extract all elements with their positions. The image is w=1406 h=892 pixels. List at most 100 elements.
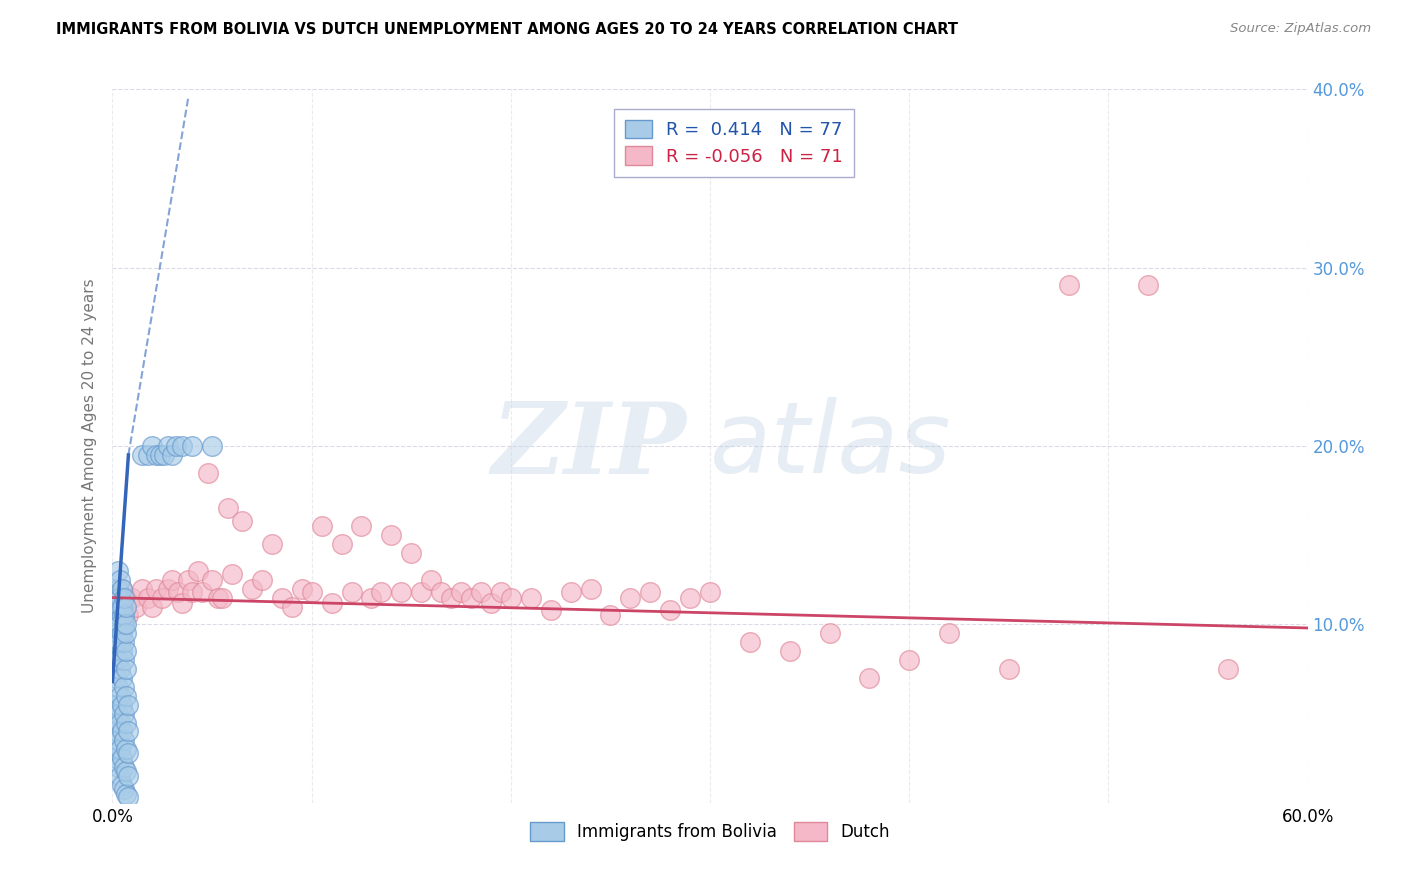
Point xyxy=(181,585,204,599)
Point xyxy=(115,742,138,756)
Point xyxy=(177,573,200,587)
Point xyxy=(115,662,138,676)
Point xyxy=(191,585,214,599)
Point xyxy=(114,608,135,623)
Point xyxy=(111,644,134,658)
Point xyxy=(380,528,402,542)
Point xyxy=(1137,278,1160,293)
Point xyxy=(149,448,172,462)
Point xyxy=(201,573,224,587)
Point xyxy=(115,787,138,801)
Point xyxy=(111,582,134,596)
Point xyxy=(679,591,702,605)
Point xyxy=(117,724,139,739)
Point xyxy=(350,519,373,533)
Point xyxy=(301,585,323,599)
Point xyxy=(110,715,132,730)
Point xyxy=(111,626,134,640)
Point xyxy=(330,537,353,551)
Point xyxy=(818,626,841,640)
Point xyxy=(105,724,128,739)
Point xyxy=(111,671,134,685)
Point xyxy=(311,519,333,533)
Point xyxy=(105,671,128,685)
Point xyxy=(150,591,173,605)
Text: IMMIGRANTS FROM BOLIVIA VS DUTCH UNEMPLOYMENT AMONG AGES 20 TO 24 YEARS CORRELAT: IMMIGRANTS FROM BOLIVIA VS DUTCH UNEMPLO… xyxy=(56,22,959,37)
Point xyxy=(172,439,194,453)
Point xyxy=(167,585,190,599)
Point xyxy=(217,501,239,516)
Point xyxy=(114,760,135,774)
Point xyxy=(107,680,129,694)
Point xyxy=(619,591,641,605)
Point xyxy=(117,746,139,760)
Point xyxy=(389,585,412,599)
Point xyxy=(291,582,314,596)
Point xyxy=(114,733,135,747)
Point xyxy=(114,680,135,694)
Point xyxy=(117,790,139,805)
Point xyxy=(111,778,134,792)
Point xyxy=(411,585,433,599)
Point xyxy=(110,742,132,756)
Point xyxy=(107,582,129,596)
Point xyxy=(499,591,522,605)
Point xyxy=(221,567,243,582)
Point xyxy=(110,599,132,614)
Point xyxy=(111,698,134,712)
Point xyxy=(281,599,304,614)
Point xyxy=(659,603,682,617)
Point xyxy=(579,582,602,596)
Point xyxy=(125,599,148,614)
Point xyxy=(401,546,423,560)
Point xyxy=(250,573,273,587)
Point xyxy=(489,585,512,599)
Point xyxy=(162,448,183,462)
Point xyxy=(141,599,163,614)
Point xyxy=(470,585,492,599)
Point xyxy=(115,626,138,640)
Point xyxy=(260,537,283,551)
Point xyxy=(111,751,134,765)
Point xyxy=(420,573,443,587)
Y-axis label: Unemployment Among Ages 20 to 24 years: Unemployment Among Ages 20 to 24 years xyxy=(82,278,97,614)
Text: ZIP: ZIP xyxy=(491,398,686,494)
Point xyxy=(938,626,960,640)
Point xyxy=(699,585,721,599)
Point xyxy=(107,653,129,667)
Point xyxy=(114,635,135,649)
Point xyxy=(520,591,543,605)
Point xyxy=(197,466,219,480)
Point xyxy=(157,582,180,596)
Point xyxy=(141,439,163,453)
Point xyxy=(103,698,125,712)
Point xyxy=(145,448,167,462)
Point xyxy=(111,599,134,614)
Point xyxy=(540,603,562,617)
Point xyxy=(115,689,138,703)
Point xyxy=(105,653,128,667)
Point xyxy=(1216,662,1239,676)
Point xyxy=(111,582,134,596)
Point xyxy=(115,617,138,632)
Point xyxy=(111,724,134,739)
Point xyxy=(138,591,160,605)
Point xyxy=(110,769,132,783)
Point xyxy=(440,591,463,605)
Point xyxy=(187,564,209,578)
Point xyxy=(162,573,183,587)
Point xyxy=(114,781,135,796)
Point xyxy=(370,585,392,599)
Point xyxy=(110,689,132,703)
Point xyxy=(181,439,204,453)
Text: atlas: atlas xyxy=(710,398,952,494)
Point xyxy=(211,591,233,605)
Point xyxy=(460,591,482,605)
Point xyxy=(107,733,129,747)
Point xyxy=(145,582,167,596)
Point xyxy=(321,596,343,610)
Point xyxy=(117,698,139,712)
Text: Source: ZipAtlas.com: Source: ZipAtlas.com xyxy=(1230,22,1371,36)
Point xyxy=(110,662,132,676)
Point xyxy=(153,448,176,462)
